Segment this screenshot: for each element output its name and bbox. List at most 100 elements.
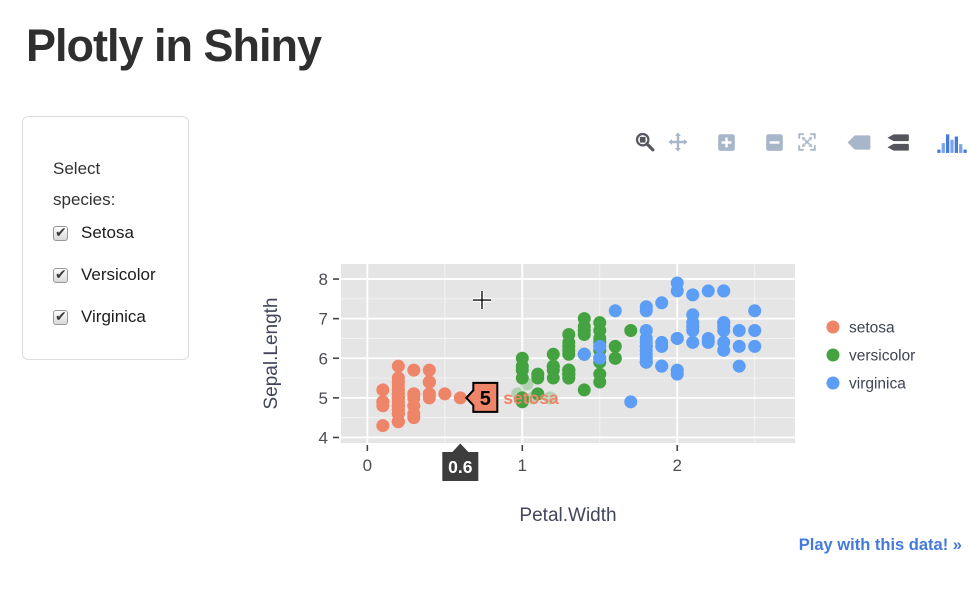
data-point-virginica[interactable] (655, 359, 669, 373)
zoom-in-icon[interactable] (716, 132, 737, 153)
data-point-virginica[interactable] (577, 347, 591, 361)
data-point-versicolor[interactable] (546, 347, 560, 361)
data-point-versicolor[interactable] (593, 375, 607, 389)
data-point-virginica[interactable] (670, 276, 684, 290)
zoom-icon[interactable] (634, 131, 656, 153)
legend-marker-setosa[interactable] (826, 320, 840, 334)
autoscale-icon[interactable] (796, 131, 818, 153)
data-point-virginica[interactable] (593, 339, 607, 353)
data-point-virginica[interactable] (717, 343, 731, 357)
data-point-versicolor[interactable] (546, 363, 560, 377)
legend-label-setosa[interactable]: setosa (849, 320, 895, 337)
data-point-virginica[interactable] (639, 304, 653, 318)
play-with-data-link[interactable]: Play with this data! » (798, 536, 962, 554)
data-point-versicolor[interactable] (531, 387, 545, 401)
data-point-setosa[interactable] (391, 391, 405, 405)
legend-label-versicolor[interactable]: versicolor (849, 348, 915, 365)
legend-marker-versicolor[interactable] (826, 348, 840, 362)
data-point-virginica[interactable] (655, 296, 669, 310)
hover-tooltip-value: 5 (480, 388, 491, 410)
axis-hover-value: 0.6 (448, 457, 473, 477)
data-point-setosa[interactable] (407, 411, 421, 425)
data-point-virginica[interactable] (655, 339, 669, 353)
data-point-virginica[interactable] (624, 395, 638, 409)
logo-bar (959, 144, 963, 153)
checkbox-versicolor[interactable] (53, 266, 68, 283)
data-point-virginica[interactable] (748, 339, 762, 353)
data-point-virginica[interactable] (686, 288, 700, 302)
checkbox-virginica[interactable] (53, 308, 68, 325)
data-point-setosa[interactable] (391, 359, 405, 373)
hover-compare-icon[interactable] (883, 133, 910, 152)
data-point-virginica[interactable] (748, 304, 762, 318)
data-point-versicolor[interactable] (515, 371, 529, 385)
data-point-virginica[interactable] (701, 284, 715, 298)
hover-closest-icon[interactable] (845, 133, 872, 152)
data-point-versicolor[interactable] (608, 351, 622, 365)
x-tick-label: 0 (363, 456, 372, 475)
faded-data-point (526, 391, 540, 405)
legend-label-virginica[interactable]: virginica (849, 376, 906, 393)
data-point-virginica[interactable] (608, 304, 622, 318)
legend-marker-virginica[interactable] (826, 376, 840, 390)
data-point-setosa[interactable] (376, 383, 390, 397)
data-point-virginica[interactable] (639, 335, 653, 349)
plotly-logo-icon[interactable] (937, 130, 967, 154)
logo-bar (950, 139, 954, 153)
data-point-virginica[interactable] (639, 355, 653, 369)
data-point-versicolor[interactable] (531, 371, 545, 385)
data-point-setosa[interactable] (391, 407, 405, 421)
data-point-setosa[interactable] (438, 387, 452, 401)
y-axis-title: Sepal.Length (261, 298, 282, 410)
pan-icon[interactable] (667, 131, 689, 153)
x-tick-label: 2 (673, 456, 682, 475)
x-tick-label: 1 (518, 456, 527, 475)
logo-bar (941, 143, 945, 153)
data-point-virginica[interactable] (732, 339, 746, 353)
checkbox-row-virginica[interactable]: Virginica (53, 307, 178, 327)
data-point-virginica[interactable] (717, 284, 731, 298)
data-point-setosa[interactable] (422, 387, 436, 401)
y-tick-label: 5 (319, 389, 328, 408)
data-point-versicolor[interactable] (593, 324, 607, 338)
data-point-setosa[interactable] (376, 419, 390, 433)
logo-bar (963, 149, 967, 153)
data-point-virginica[interactable] (732, 324, 746, 338)
data-point-virginica[interactable] (701, 335, 715, 349)
logo-bar (937, 149, 941, 153)
data-point-versicolor[interactable] (608, 339, 622, 353)
checkbox-row-versicolor[interactable]: Versicolor (53, 265, 178, 285)
data-point-setosa[interactable] (422, 375, 436, 389)
y-tick-label: 6 (319, 349, 328, 368)
y-tick-label: 4 (319, 428, 328, 447)
data-point-virginica[interactable] (670, 331, 684, 345)
faded-data-point (520, 377, 534, 391)
data-point-virginica[interactable] (717, 324, 731, 338)
data-point-virginica[interactable] (686, 316, 700, 330)
y-tick-label: 7 (319, 310, 328, 329)
data-point-versicolor[interactable] (624, 324, 638, 338)
data-point-versicolor[interactable] (562, 343, 576, 357)
checkbox-row-setosa[interactable]: Setosa (53, 223, 178, 243)
data-point-versicolor[interactable] (515, 391, 529, 405)
data-point-setosa[interactable] (407, 363, 421, 377)
logo-bar (946, 134, 950, 153)
data-point-versicolor[interactable] (562, 363, 576, 377)
data-point-virginica[interactable] (748, 324, 762, 338)
data-point-versicolor[interactable] (577, 383, 591, 397)
data-point-versicolor[interactable] (577, 320, 591, 334)
data-point-virginica[interactable] (670, 367, 684, 381)
y-tick-label: 8 (319, 270, 328, 289)
data-point-setosa[interactable] (376, 395, 390, 409)
data-point-setosa[interactable] (422, 363, 436, 377)
data-point-setosa[interactable] (453, 391, 467, 405)
checkbox-setosa[interactable] (53, 224, 68, 241)
logo-bar (954, 136, 958, 153)
data-point-setosa[interactable] (391, 379, 405, 393)
data-point-virginica[interactable] (732, 359, 746, 373)
data-point-virginica[interactable] (593, 351, 607, 365)
zoom-out-icon[interactable] (764, 132, 785, 153)
data-point-virginica[interactable] (686, 335, 700, 349)
data-point-setosa[interactable] (407, 399, 421, 413)
